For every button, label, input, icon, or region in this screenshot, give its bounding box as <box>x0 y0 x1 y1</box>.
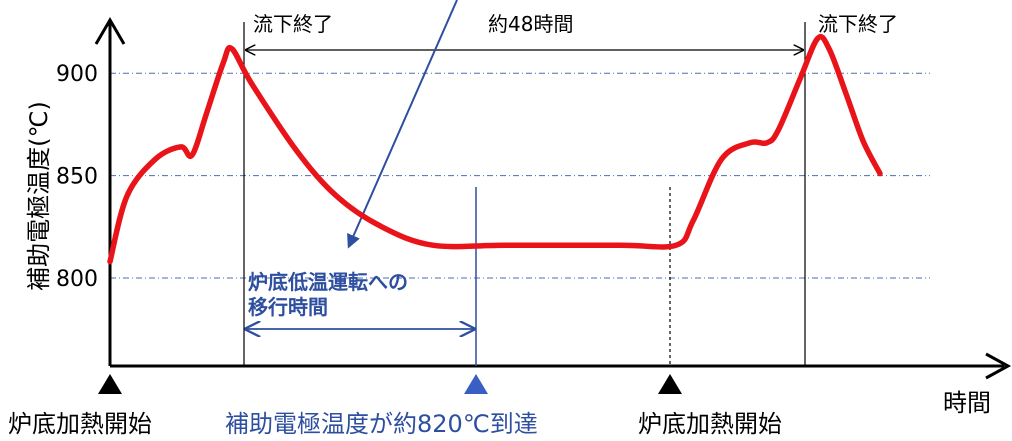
reach-820-marker <box>464 374 488 394</box>
heat-start-1-marker <box>98 374 122 394</box>
y-tick-label-900: 900 <box>56 62 98 87</box>
temperature-series-line <box>107 34 883 265</box>
y-axis-arrowhead <box>94 17 126 45</box>
end-label-right: 流下終了 <box>818 12 898 36</box>
duration-label: 約48時間 <box>488 12 573 36</box>
x-axis-label: 時間 <box>943 389 991 417</box>
heat-start-2-label: 炉底加熱開始 <box>638 410 782 438</box>
y-tick-label-850: 850 <box>56 165 98 190</box>
end-label-left: 流下終了 <box>253 12 333 36</box>
heat-start-1-label: 炉底加熱開始 <box>8 410 152 438</box>
y-tick-label-800: 800 <box>56 267 98 292</box>
reach-820-label: 補助電極温度が約820℃到達 <box>225 410 538 438</box>
transition-label-line2: 移行時間 <box>248 295 328 319</box>
heat-start-2-marker <box>658 374 682 394</box>
y-tick-labels: 800 850 900 <box>56 62 98 292</box>
y-axis-label: 補助電極温度(℃) <box>25 101 53 291</box>
transition-label-line1: 炉底低温運転への <box>248 270 408 294</box>
pointer-arrow <box>347 0 458 249</box>
x-axis-arrowhead <box>985 352 1012 380</box>
